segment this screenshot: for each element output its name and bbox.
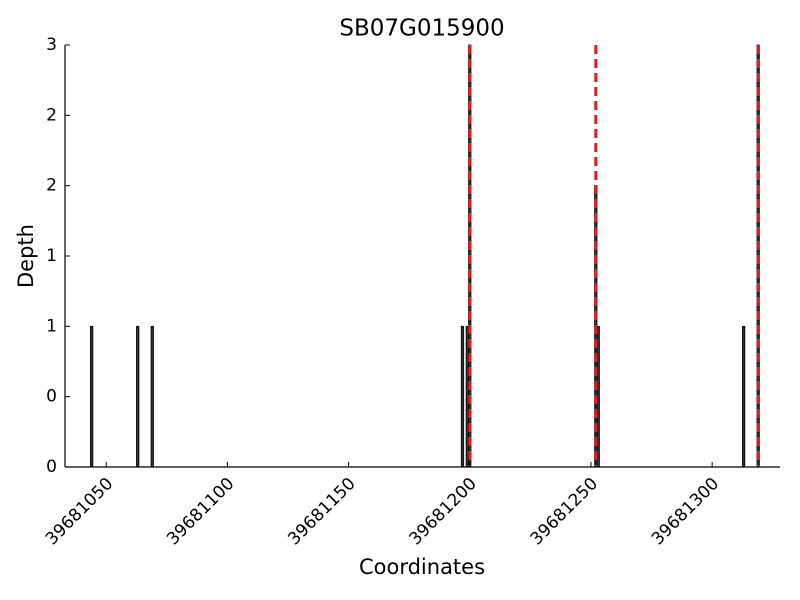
bar <box>90 325 94 468</box>
bar <box>596 325 600 468</box>
bar <box>150 325 154 468</box>
x-tick-label: 39681200 <box>406 474 481 549</box>
chart-title: SB07G015900 <box>339 16 504 42</box>
y-tick-label: 2 <box>46 176 57 196</box>
y-tick-label: 3 <box>46 35 57 55</box>
y-tick-label: 1 <box>46 246 57 266</box>
y-tick-label: 1 <box>46 316 57 336</box>
y-axis-label: Depth <box>14 224 38 288</box>
y-tick-label: 0 <box>46 387 57 407</box>
y-tick-label: 0 <box>46 457 57 477</box>
x-tick-label: 39681250 <box>527 474 602 549</box>
bar <box>460 325 465 468</box>
x-tick-label: 39681150 <box>284 474 359 549</box>
x-tick-label: 39681100 <box>163 474 238 549</box>
x-tick-label: 39681300 <box>648 474 723 549</box>
y-tick-label: 2 <box>46 105 57 125</box>
bar <box>742 325 746 468</box>
bar <box>136 325 140 468</box>
x-tick-label: 39681050 <box>42 474 117 549</box>
x-axis-label: Coordinates <box>359 555 485 579</box>
